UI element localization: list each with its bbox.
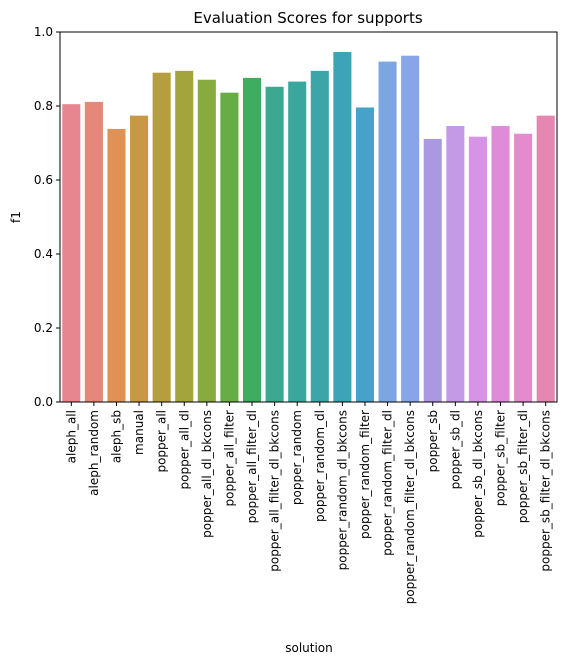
bar-popper_sb_dl_bkcons: [468, 136, 487, 402]
x-tick-label: aleph_all: [64, 410, 78, 463]
x-axis-label: solution: [285, 641, 333, 655]
x-tick-label: popper_all_dl: [177, 410, 191, 489]
bar-popper_all_filter_dl_bkcons: [265, 86, 284, 402]
y-tick-label: 0.2: [34, 321, 53, 335]
x-tick-label: popper_sb_filter: [494, 410, 508, 506]
x-tick-label: popper_random_filter: [358, 410, 372, 539]
bar-aleph_random: [84, 101, 103, 403]
x-tick-label: popper_random_filter_dl_bkcons: [403, 410, 417, 604]
x-axis-ticks: aleph_all aleph_random aleph_sb manual poppe…: [64, 402, 553, 604]
bar-popper_all: [152, 72, 171, 402]
bar-aleph_sb: [107, 128, 126, 402]
bar-popper_sb_filter_dl_bkcons: [536, 115, 555, 403]
bar-popper_random: [288, 81, 307, 402]
bar-popper_sb_filter: [491, 125, 510, 402]
x-tick-label: popper_random: [290, 410, 304, 505]
bar-manual: [130, 115, 149, 403]
x-tick-label: popper_sb_dl_bkcons: [471, 410, 485, 538]
bar-popper_sb_filter_dl: [514, 133, 533, 402]
bar-popper_all_filter_dl: [242, 77, 262, 402]
x-tick-label: popper_sb_filter_dl_bkcons: [539, 410, 553, 572]
x-tick-label: popper_all_filter: [222, 410, 236, 507]
x-tick-label: popper_random_dl_bkcons: [335, 410, 349, 570]
y-axis-label: f1: [9, 211, 23, 223]
bar-popper_all_dl_bkcons: [197, 79, 216, 402]
x-tick-label: aleph_sb: [109, 410, 123, 463]
bar-popper_all_filter: [220, 92, 239, 403]
bar-aleph_all: [62, 104, 81, 403]
bar-popper_random_filter_dl_bkcons: [401, 55, 420, 403]
bar-popper_random_filter: [355, 107, 375, 402]
y-tick-label: 0.0: [34, 395, 53, 409]
x-tick-label: popper_all_filter_dl: [245, 410, 259, 523]
x-tick-label: aleph_random: [87, 410, 101, 496]
x-tick-label: popper_random_dl: [313, 410, 327, 522]
x-tick-label: popper_all_filter_dl_bkcons: [268, 410, 282, 572]
x-tick-label: manual: [132, 410, 146, 455]
bar-popper_all_dl: [175, 70, 194, 402]
y-tick-label: 0.4: [34, 247, 53, 261]
bar-popper_sb: [423, 138, 442, 402]
y-tick-label: 1.0: [34, 25, 53, 39]
bar-popper_random_dl_bkcons: [333, 51, 352, 402]
bars-group: [62, 51, 555, 403]
bar-popper_sb_dl: [446, 125, 465, 402]
y-tick-label: 0.6: [34, 173, 53, 187]
x-tick-label: popper_all_dl_bkcons: [200, 410, 214, 538]
bar-popper_random_dl: [310, 70, 329, 402]
y-axis-ticks: 0.0 0.2 0.4 0.6 0.8 1.0: [34, 25, 60, 409]
bar-popper_random_filter_dl: [378, 61, 397, 402]
x-tick-label: popper_sb: [426, 410, 440, 472]
x-tick-label: popper_sb_filter_dl: [516, 410, 530, 523]
x-tick-label: popper_sb_dl: [448, 410, 462, 489]
x-tick-label: popper_all: [155, 410, 169, 473]
chart-title: Evaluation Scores for supports: [193, 9, 422, 27]
plot-frame: [59, 31, 558, 403]
x-tick-label: popper_random_filter_dl: [381, 410, 395, 556]
y-tick-label: 0.8: [34, 99, 53, 113]
